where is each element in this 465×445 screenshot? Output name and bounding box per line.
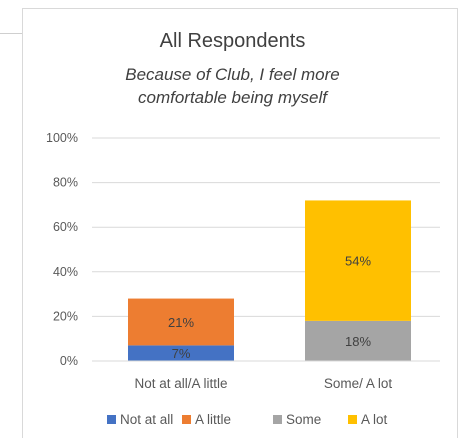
- legend-swatch: [348, 415, 357, 424]
- chart-subtitle: Because of Club, I feel more comfortable…: [0, 63, 465, 109]
- y-tick-label: 20%: [53, 309, 78, 323]
- data-label: 54%: [345, 254, 371, 269]
- bar-segment: [128, 345, 234, 361]
- data-label: 18%: [345, 334, 371, 349]
- legend-swatch: [273, 415, 282, 424]
- bar-segment: [305, 320, 411, 361]
- data-label: 21%: [168, 315, 194, 330]
- bar-segment: [305, 200, 411, 321]
- legend-swatch: [182, 415, 191, 424]
- y-tick-label: 80%: [53, 176, 78, 190]
- data-label: 7%: [172, 346, 191, 361]
- y-tick-label: 100%: [46, 131, 78, 145]
- x-tick-label: Not at all/A little: [134, 376, 227, 391]
- chart-title: All Respondents: [159, 30, 306, 52]
- chart-subtitle-line-1: Because of Club, I feel more: [125, 65, 340, 84]
- legend-label: A lot: [361, 412, 388, 427]
- y-tick-label: 60%: [53, 220, 78, 234]
- chart-subtitle-line-2: comfortable being myself: [138, 88, 327, 107]
- legend-label: A little: [195, 412, 231, 427]
- y-tick-label: 40%: [53, 265, 78, 279]
- x-tick-label: Some/ A lot: [324, 376, 393, 391]
- bar-segment: [128, 298, 234, 346]
- legend-label: Some: [286, 412, 321, 427]
- y-tick-label: 0%: [60, 354, 78, 368]
- connector-line: [0, 33, 22, 34]
- legend-swatch: [107, 415, 116, 424]
- legend-label: Not at all: [120, 412, 173, 427]
